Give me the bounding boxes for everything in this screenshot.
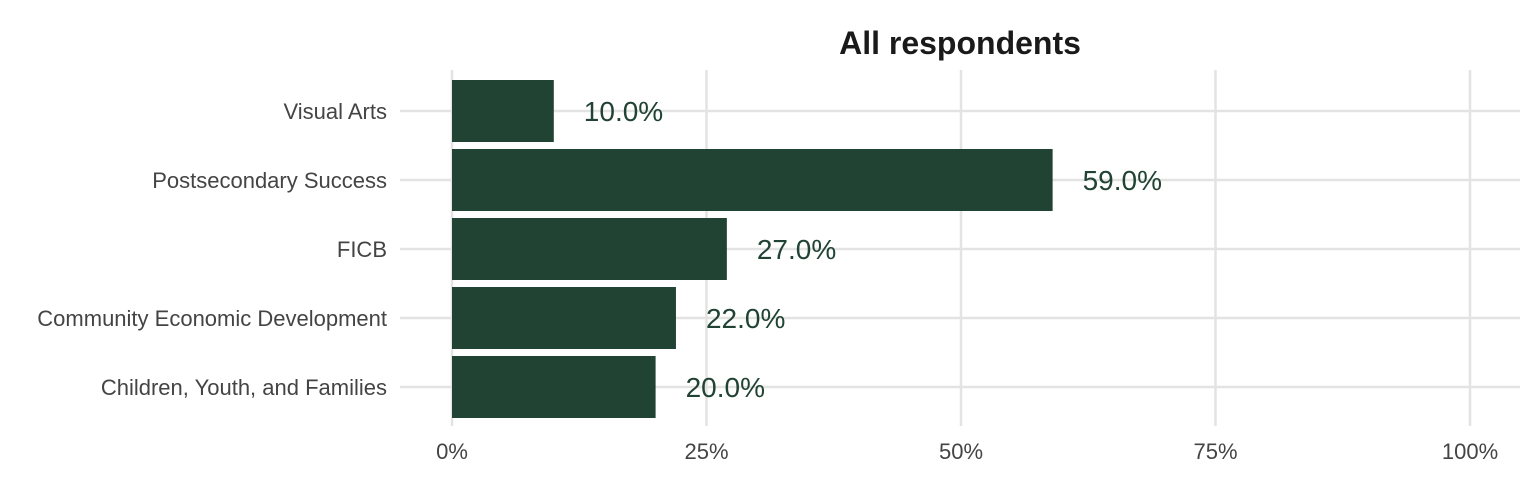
x-tick-label: 75% xyxy=(1193,439,1237,464)
x-tick-label: 50% xyxy=(939,439,983,464)
data-label: 59.0% xyxy=(1083,165,1162,196)
bar xyxy=(452,287,676,349)
bar xyxy=(452,356,656,418)
category-label: Children, Youth, and Families xyxy=(101,375,387,400)
x-axis-ticks: 0% 25% 50% 75% 100% xyxy=(436,439,1498,464)
category-label: Visual Arts xyxy=(283,99,387,124)
data-label: 22.0% xyxy=(706,303,785,334)
bar xyxy=(452,149,1053,211)
bars xyxy=(452,80,1053,418)
data-label: 27.0% xyxy=(757,234,836,265)
data-labels: 10.0% 59.0% 27.0% 22.0% 20.0% xyxy=(584,96,1162,403)
x-tick-label: 100% xyxy=(1442,439,1498,464)
x-tick-label: 25% xyxy=(684,439,728,464)
category-labels: Visual Arts Postsecondary Success FICB Comm… xyxy=(37,99,387,400)
bar xyxy=(452,80,554,142)
data-label: 20.0% xyxy=(686,372,765,403)
x-tick-label: 0% xyxy=(436,439,468,464)
category-label: FICB xyxy=(337,237,387,262)
bar xyxy=(452,218,727,280)
chart-title: All respondents xyxy=(839,25,1081,61)
category-label: Postsecondary Success xyxy=(152,168,387,193)
category-label: Community Economic Development xyxy=(37,306,387,331)
data-label: 10.0% xyxy=(584,96,663,127)
